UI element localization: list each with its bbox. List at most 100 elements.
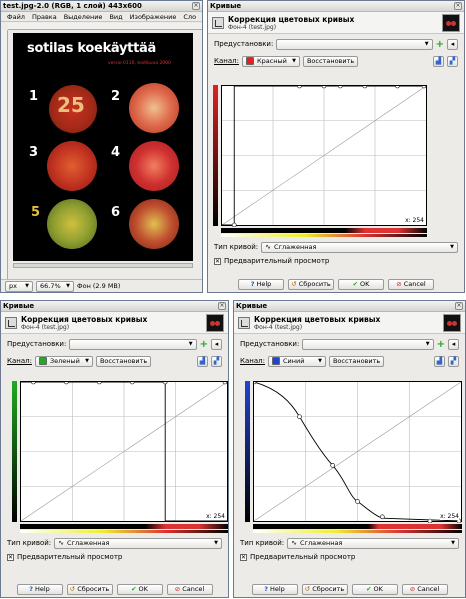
unit-select[interactable]: px ▼ xyxy=(5,280,33,292)
reset-button[interactable]: ↺ Сбросить xyxy=(66,583,113,595)
reset-channel-button[interactable]: Восстановить xyxy=(95,355,152,367)
curve-graph[interactable] xyxy=(21,382,229,523)
curve-control-point[interactable] xyxy=(129,382,135,385)
cancel-button[interactable]: ⊘ Cancel xyxy=(166,583,213,595)
plate-number-6: 6 xyxy=(111,205,121,220)
image-window-titlebar[interactable]: test.jpg-2.0 (RGB, 1 слой) 443x600 × xyxy=(1,1,202,12)
channel-color-icon xyxy=(38,357,47,365)
presets-menu-button[interactable]: ◂ xyxy=(447,38,458,50)
curve-type-select[interactable]: ∿ Сглаженная ▼ xyxy=(261,241,458,253)
curve-control-point[interactable] xyxy=(362,86,368,89)
curve-control-point[interactable] xyxy=(96,382,102,385)
chevron-down-icon: ▼ xyxy=(425,341,430,347)
curve-graph[interactable] xyxy=(222,86,428,227)
curve-plot-area[interactable]: x: 254 xyxy=(20,381,228,522)
help-button[interactable]: ? Help xyxy=(16,583,63,595)
curve-control-point[interactable] xyxy=(162,382,168,385)
plate-number-4: 4 xyxy=(111,145,121,160)
zoom-select[interactable]: 66.7% ▼ xyxy=(36,280,74,292)
presets-label: Предустановки: xyxy=(240,340,300,348)
curve-graph[interactable] xyxy=(254,382,463,523)
log-histogram-icon[interactable]: ▞ xyxy=(211,355,222,367)
chevron-down-icon: ▼ xyxy=(25,283,29,289)
header-text: Коррекция цветовых кривых Фон-4 (test.jpg… xyxy=(21,315,202,331)
curve-plot-area[interactable]: x: 254 xyxy=(221,85,428,227)
curve-line[interactable] xyxy=(21,382,227,522)
plus-icon[interactable]: + xyxy=(199,338,208,350)
plus-icon[interactable]: + xyxy=(436,338,445,350)
checkbox-checked-icon[interactable]: ✕ xyxy=(240,553,247,561)
curve-control-point[interactable] xyxy=(338,86,343,89)
channel-color-icon xyxy=(245,57,254,65)
cancel-button[interactable]: ⊘ Cancel xyxy=(388,278,434,290)
plus-icon[interactable]: + xyxy=(435,38,444,50)
menu-select[interactable]: Выделение xyxy=(63,12,103,21)
curve-control-point[interactable] xyxy=(427,518,433,523)
curve-control-point[interactable] xyxy=(321,86,327,89)
image-hscrollbar[interactable] xyxy=(13,263,193,268)
vertical-ruler[interactable] xyxy=(1,30,8,280)
cancel-icon: ⊘ xyxy=(396,280,402,288)
reset-channel-button[interactable]: Восстановить xyxy=(328,355,385,367)
close-icon[interactable]: × xyxy=(454,2,462,10)
cancel-button[interactable]: ⊘ Cancel xyxy=(401,583,448,595)
ok-icon: ✔ xyxy=(352,280,359,288)
curve-control-point[interactable] xyxy=(421,86,427,89)
help-icon: ? xyxy=(29,585,33,593)
curve-type-select[interactable]: ∿ Сглаженная ▼ xyxy=(287,537,459,549)
help-button[interactable]: ? Help xyxy=(238,278,284,290)
log-histogram-icon[interactable]: ▞ xyxy=(448,355,459,367)
curve-control-point[interactable] xyxy=(297,414,302,420)
curve-control-point[interactable] xyxy=(297,86,302,89)
curve-control-point[interactable] xyxy=(355,499,360,504)
menu-view[interactable]: Вид xyxy=(109,12,123,21)
reset-button[interactable]: ↺ Сбросить xyxy=(288,278,334,290)
curve-type-value: Сглаженная xyxy=(300,539,343,547)
curve-control-point[interactable] xyxy=(254,382,257,385)
presets-menu-button[interactable]: ◂ xyxy=(448,338,459,350)
close-icon[interactable]: × xyxy=(218,302,226,310)
image-canvas[interactable]: sotilas koekäyttää versio 0110, testikuv… xyxy=(13,33,193,261)
curve-plot-area[interactable]: x: 254 xyxy=(253,381,463,523)
dialog-titlebar[interactable]: Кривые × xyxy=(208,1,464,12)
horizontal-ruler[interactable] xyxy=(8,23,202,30)
curve-control-point[interactable] xyxy=(380,514,385,520)
channel-select[interactable]: Зеленый ▼ xyxy=(34,355,93,367)
presets-select[interactable]: ▼ xyxy=(69,338,197,350)
help-button[interactable]: ? Help xyxy=(251,583,298,595)
close-icon[interactable]: × xyxy=(455,302,463,310)
dialog-titlebar[interactable]: Кривые × xyxy=(234,301,465,312)
ok-button[interactable]: ✔ OK xyxy=(338,278,384,290)
linear-histogram-icon[interactable]: ▟ xyxy=(197,355,208,367)
menu-image[interactable]: Изображение xyxy=(129,12,177,21)
menu-file[interactable]: Файл xyxy=(7,12,25,21)
channel-select[interactable]: Синий ▼ xyxy=(267,355,326,367)
reset-channel-button[interactable]: Восстановить xyxy=(302,55,359,67)
cursor-coordinate: x: 254 xyxy=(440,513,459,520)
checkbox-checked-icon[interactable]: ✕ xyxy=(214,257,221,265)
curve-type-select[interactable]: ∿ Сглаженная ▼ xyxy=(54,537,222,549)
ok-button[interactable]: ✔ OK xyxy=(351,583,398,595)
presets-select[interactable]: ▼ xyxy=(276,38,433,50)
checkbox-checked-icon[interactable]: ✕ xyxy=(7,553,14,561)
linear-histogram-icon[interactable]: ▟ xyxy=(433,55,444,67)
curve-line[interactable] xyxy=(222,86,426,226)
reset-button[interactable]: ↺ Сбросить xyxy=(301,583,348,595)
menu-edit[interactable]: Правка xyxy=(31,12,57,21)
log-histogram-icon[interactable]: ▞ xyxy=(447,55,458,67)
presets-menu-button[interactable]: ◂ xyxy=(211,338,222,350)
curve-control-point[interactable] xyxy=(64,382,69,385)
curve-control-point[interactable] xyxy=(395,86,400,89)
curve-control-point[interactable] xyxy=(330,463,335,468)
dialog-titlebar[interactable]: Кривые × xyxy=(1,301,228,312)
curve-control-point[interactable] xyxy=(231,222,237,227)
close-icon[interactable]: × xyxy=(192,2,200,10)
linear-histogram-icon[interactable]: ▟ xyxy=(434,355,445,367)
presets-select[interactable]: ▼ xyxy=(302,338,434,350)
curve-control-point[interactable] xyxy=(31,382,36,385)
ok-button[interactable]: ✔ OK xyxy=(116,583,163,595)
curve-type-value: Сглаженная xyxy=(274,243,317,251)
channel-select[interactable]: Красный ▼ xyxy=(241,55,300,67)
menu-layer[interactable]: Сло xyxy=(183,12,197,21)
curve-control-point[interactable] xyxy=(222,382,228,385)
